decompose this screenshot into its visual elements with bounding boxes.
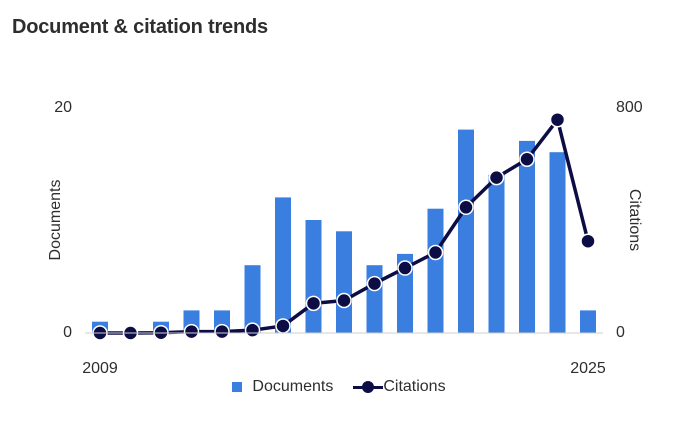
bar-documents-2025[interactable] xyxy=(580,310,596,333)
legend-item-citations[interactable]: Citations xyxy=(353,378,446,396)
point-citations-2021[interactable] xyxy=(458,199,474,216)
bar-documents-2020[interactable] xyxy=(427,208,444,333)
bar-documents-2015[interactable] xyxy=(275,197,291,333)
point-citations-2024[interactable] xyxy=(549,111,566,128)
point-citations-2013[interactable] xyxy=(214,323,230,340)
chart-legend: Documents Citations xyxy=(0,378,678,396)
legend-label-citations: Citations xyxy=(383,378,446,395)
bar-documents-2023[interactable] xyxy=(519,140,535,333)
y-right-tick-top: 800 xyxy=(616,99,643,116)
legend-swatch-documents xyxy=(232,382,243,392)
bar-documents-2017[interactable] xyxy=(336,231,352,333)
y-right-axis-label: Citations xyxy=(626,189,643,251)
bar-documents-2021[interactable] xyxy=(458,129,474,333)
x-tick-last: 2025 xyxy=(570,360,606,377)
point-citations-2025[interactable] xyxy=(580,233,596,249)
legend-swatch-citations xyxy=(353,381,384,393)
line-series-citations xyxy=(92,111,596,341)
bar-documents-2024[interactable] xyxy=(549,152,566,333)
point-citations-2016[interactable] xyxy=(305,295,322,312)
bar-documents-2018[interactable] xyxy=(366,265,383,333)
bar-documents-2022[interactable] xyxy=(488,174,505,333)
point-citations-2020[interactable] xyxy=(427,244,444,261)
y-left-tick-bottom: 0 xyxy=(63,324,72,341)
point-citations-2015[interactable] xyxy=(275,318,291,334)
point-citations-2023[interactable] xyxy=(519,151,535,168)
chart-title: Document & citation trends xyxy=(12,16,268,38)
bar-documents-2016[interactable] xyxy=(305,220,322,333)
legend-label-documents: Documents xyxy=(252,378,334,395)
point-citations-2012[interactable] xyxy=(183,323,200,340)
x-tick-first: 2009 xyxy=(82,360,118,377)
bar-documents-2014[interactable] xyxy=(244,265,261,333)
y-right-tick-bottom: 0 xyxy=(616,324,625,341)
point-citations-2014[interactable] xyxy=(244,322,261,338)
point-citations-2019[interactable] xyxy=(397,260,413,276)
y-left-tick-top: 20 xyxy=(54,99,72,116)
y-left-axis-label: Documents xyxy=(47,180,64,261)
point-citations-2022[interactable] xyxy=(488,169,505,186)
point-citations-2017[interactable] xyxy=(336,292,352,309)
axes: 20 0 800 0 Documents Citations 2009 2025 xyxy=(47,99,643,377)
legend-item-documents[interactable]: Documents xyxy=(232,378,333,396)
point-citations-2018[interactable] xyxy=(366,275,383,292)
